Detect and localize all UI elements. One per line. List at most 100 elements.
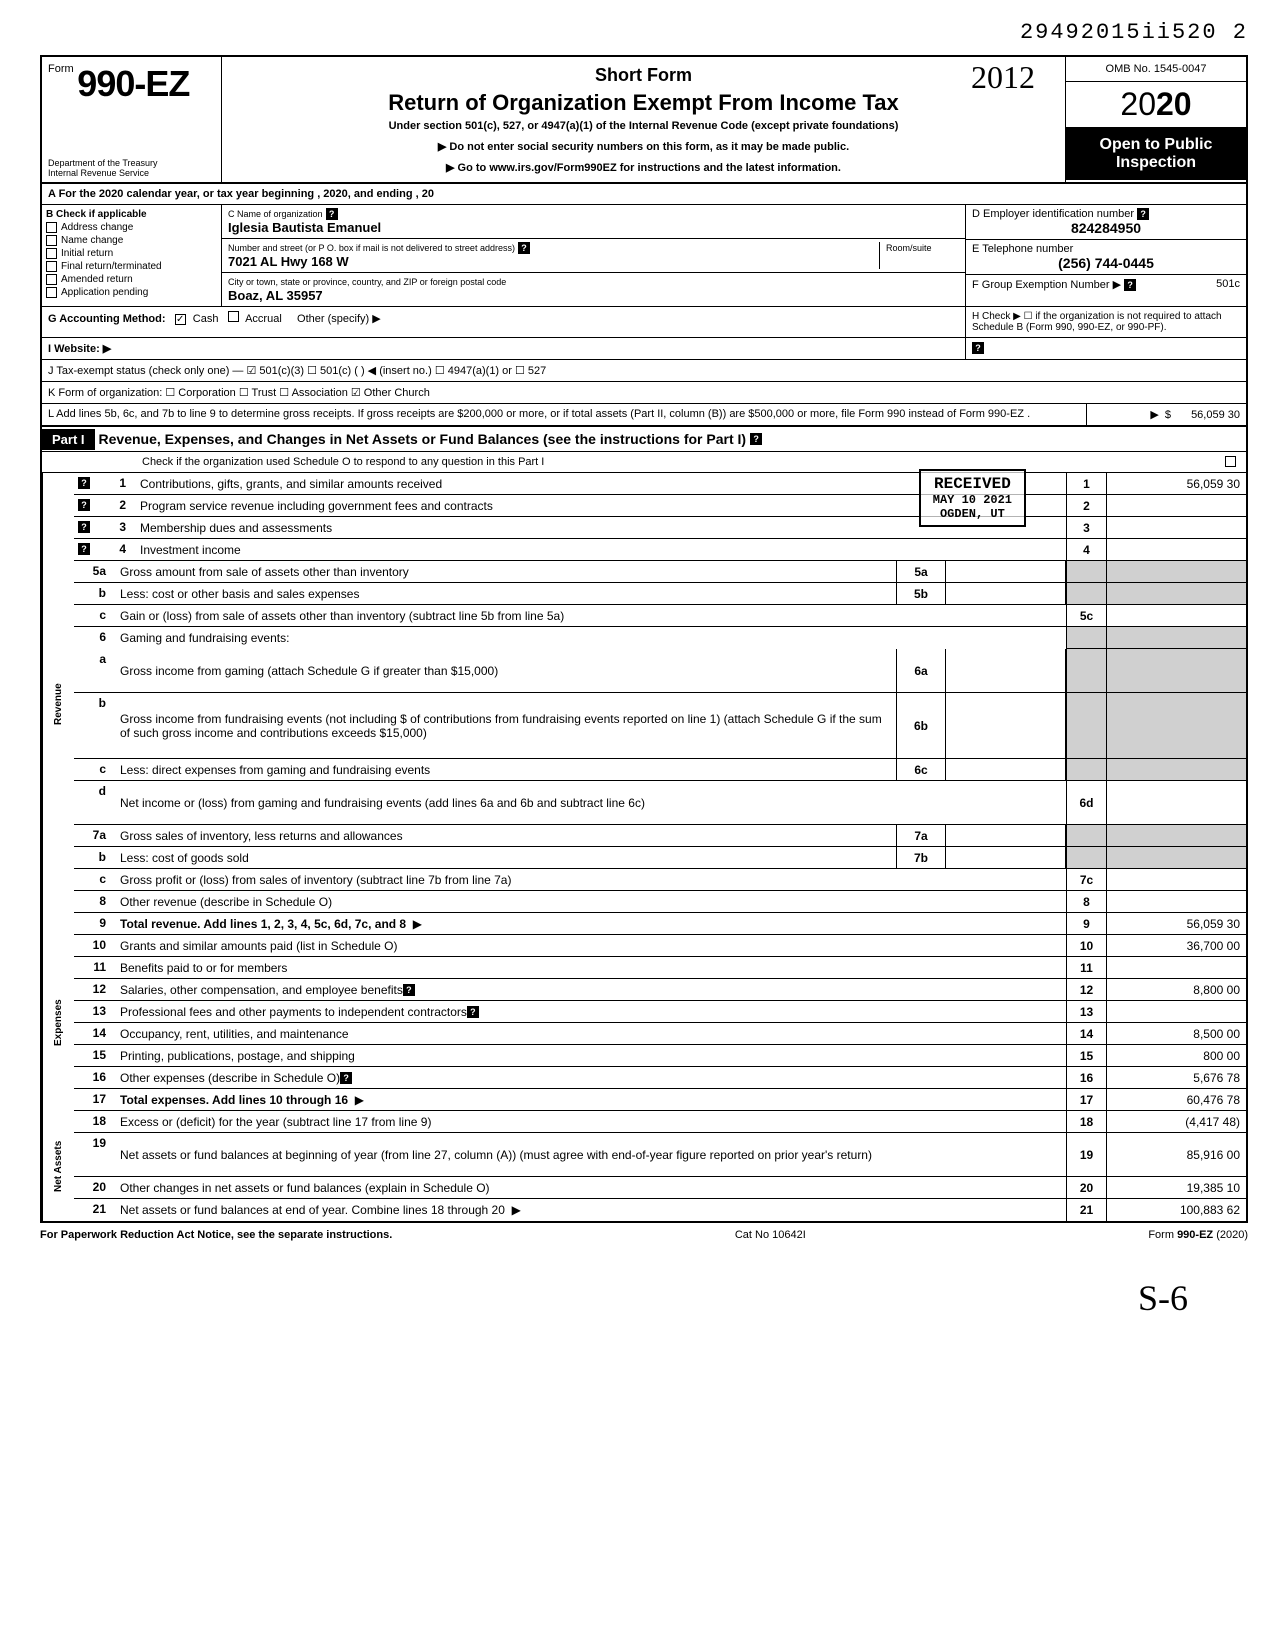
omb-number: OMB No. 1545-0047 [1066, 57, 1246, 82]
line-21-amount: 100,883 62 [1106, 1199, 1246, 1221]
side-label-expenses: Expenses [42, 935, 74, 1111]
header-left: Form 990-EZ Department of the Treasury I… [42, 57, 222, 182]
checkbox-cash[interactable]: ✓ [175, 314, 186, 325]
phone-label: E Telephone number [972, 243, 1073, 255]
help-icon: ? [78, 499, 90, 511]
city-label: City or town, state or province, country… [228, 277, 506, 287]
line-8-amount [1106, 891, 1246, 912]
checkbox-amended[interactable] [46, 274, 57, 285]
help-icon: ? [403, 984, 415, 996]
street-address: 7021 AL Hwy 168 W [228, 254, 349, 269]
line-18-amount: (4,417 48) [1106, 1111, 1246, 1132]
part-1-header: Part I Revenue, Expenses, and Changes in… [42, 427, 1246, 452]
part-1-label: Part I [42, 429, 95, 450]
help-icon: ? [78, 477, 90, 489]
row-j-tax-status: J Tax-exempt status (check only one) — ☑… [42, 360, 1246, 382]
line-16-amount: 5,676 78 [1106, 1067, 1246, 1088]
room-label: Room/suite [886, 243, 932, 253]
main-info-block: B Check if applicable Address change Nam… [42, 205, 1246, 307]
line-13-amount [1106, 1001, 1246, 1022]
col-def: D Employer identification number ? 82428… [966, 205, 1246, 306]
help-icon: ? [340, 1072, 352, 1084]
checkbox-final-return[interactable] [46, 261, 57, 272]
tax-year: 20202020 [1066, 82, 1246, 128]
handwritten-year: 2012 [971, 59, 1035, 96]
form-number: 990-EZ [77, 63, 189, 104]
help-icon: ? [1124, 279, 1136, 291]
checkbox-name-change[interactable] [46, 235, 57, 246]
help-icon: ? [467, 1006, 479, 1018]
paperwork-notice: For Paperwork Reduction Act Notice, see … [40, 1229, 392, 1241]
help-icon: ? [750, 433, 762, 445]
dept-treasury: Department of the Treasury Internal Reve… [48, 158, 158, 178]
website-label: I Website: ▶ [42, 338, 966, 359]
form-header: Form 990-EZ Department of the Treasury I… [42, 57, 1246, 184]
phone-value: (256) 744-0445 [972, 255, 1240, 271]
row-a-tax-year: A For the 2020 calendar year, or tax yea… [42, 184, 1246, 205]
group-exemption-label: F Group Exemption Number ▶ [972, 279, 1121, 291]
org-name: Iglesia Bautista Emanuel [228, 220, 381, 235]
handwritten-page-mark: S-6 [40, 1277, 1248, 1319]
help-icon: ? [326, 208, 338, 220]
row-l-text: L Add lines 5b, 6c, and 7b to line 9 to … [42, 404, 1086, 425]
accounting-method-label: G Accounting Method: [48, 313, 166, 325]
cat-number: Cat No 10642I [735, 1229, 806, 1241]
part-1-title: Revenue, Expenses, and Changes in Net As… [95, 427, 751, 451]
line-12-amount: 8,800 00 [1106, 979, 1246, 1000]
line-6d-amount [1106, 781, 1246, 824]
row-l-amount: ▶ $ 56,059 30 [1086, 404, 1246, 425]
check-schedule-o: Check if the organization used Schedule … [42, 452, 1246, 473]
form-footer: Form 990-EZ (2020) [1148, 1229, 1248, 1241]
row-h-schedule-b: H Check ▶ ☐ if the organization is not r… [966, 307, 1246, 337]
help-icon: ? [518, 242, 530, 254]
row-k-form-org: K Form of organization: ☐ Corporation ☐ … [42, 382, 1246, 404]
checkbox-address-change[interactable] [46, 222, 57, 233]
open-to-public: Open to Public Inspection [1066, 128, 1246, 180]
side-label-net-assets: Net Assets [42, 1111, 74, 1221]
row-l: L Add lines 5b, 6c, and 7b to line 9 to … [42, 404, 1246, 427]
side-label-revenue: Revenue [42, 473, 74, 935]
line-14-amount: 8,500 00 [1106, 1023, 1246, 1044]
line-3-amount [1106, 517, 1246, 538]
line-10-amount: 36,700 00 [1106, 935, 1246, 956]
lines-section: RECEIVED MAY 10 2021 OGDEN, UT Revenue ?… [42, 473, 1246, 1221]
no-ssn-notice: ▶ Do not enter social security numbers o… [230, 140, 1057, 153]
document-control-number: 29492015ii520 2 [40, 20, 1248, 45]
checkbox-accrual[interactable] [228, 311, 239, 322]
line-4-amount [1106, 539, 1246, 560]
short-form-label: Short Form [230, 65, 1057, 86]
header-center: 2012 Short Form Return of Organization E… [222, 57, 1066, 182]
page-footer: For Paperwork Reduction Act Notice, see … [40, 1223, 1248, 1247]
checkbox-pending[interactable] [46, 287, 57, 298]
row-g-h: G Accounting Method: ✓ Cash Accrual Othe… [42, 307, 1246, 338]
line-19-amount: 85,916 00 [1106, 1133, 1246, 1176]
help-icon: ? [972, 342, 984, 354]
line-9-amount: 56,059 30 [1106, 913, 1246, 934]
checkbox-schedule-o[interactable] [1225, 456, 1236, 467]
col-b-checkboxes: B Check if applicable Address change Nam… [42, 205, 222, 306]
line-20-amount: 19,385 10 [1106, 1177, 1246, 1198]
form-title: Return of Organization Exempt From Incom… [230, 90, 1057, 116]
row-i: I Website: ▶ ? [42, 338, 1246, 360]
goto-instructions: ▶ Go to www.irs.gov/Form990EZ for instru… [230, 161, 1057, 174]
form-990ez: Form 990-EZ Department of the Treasury I… [40, 55, 1248, 1223]
help-icon: ? [78, 521, 90, 533]
ein-value: 824284950 [972, 220, 1240, 236]
line-1-amount: 56,059 30 [1106, 473, 1246, 494]
city-state-zip: Boaz, AL 35957 [228, 288, 323, 303]
line-15-amount: 800 00 [1106, 1045, 1246, 1066]
help-icon: ? [1137, 208, 1149, 220]
form-prefix: Form [48, 63, 74, 75]
street-label: Number and street (or P O. box if mail i… [228, 243, 515, 253]
line-5c-amount [1106, 605, 1246, 626]
line-11-amount [1106, 957, 1246, 978]
checkbox-initial-return[interactable] [46, 248, 57, 259]
col-c-org-info: C Name of organization ? Iglesia Bautist… [222, 205, 966, 306]
name-label: C Name of organization [228, 209, 323, 219]
ein-label: D Employer identification number [972, 208, 1134, 220]
line-2-amount [1106, 495, 1246, 516]
help-icon: ? [78, 543, 90, 555]
under-section: Under section 501(c), 527, or 4947(a)(1)… [230, 120, 1057, 132]
line-7c-amount [1106, 869, 1246, 890]
col-b-title: B Check if applicable [46, 209, 217, 220]
